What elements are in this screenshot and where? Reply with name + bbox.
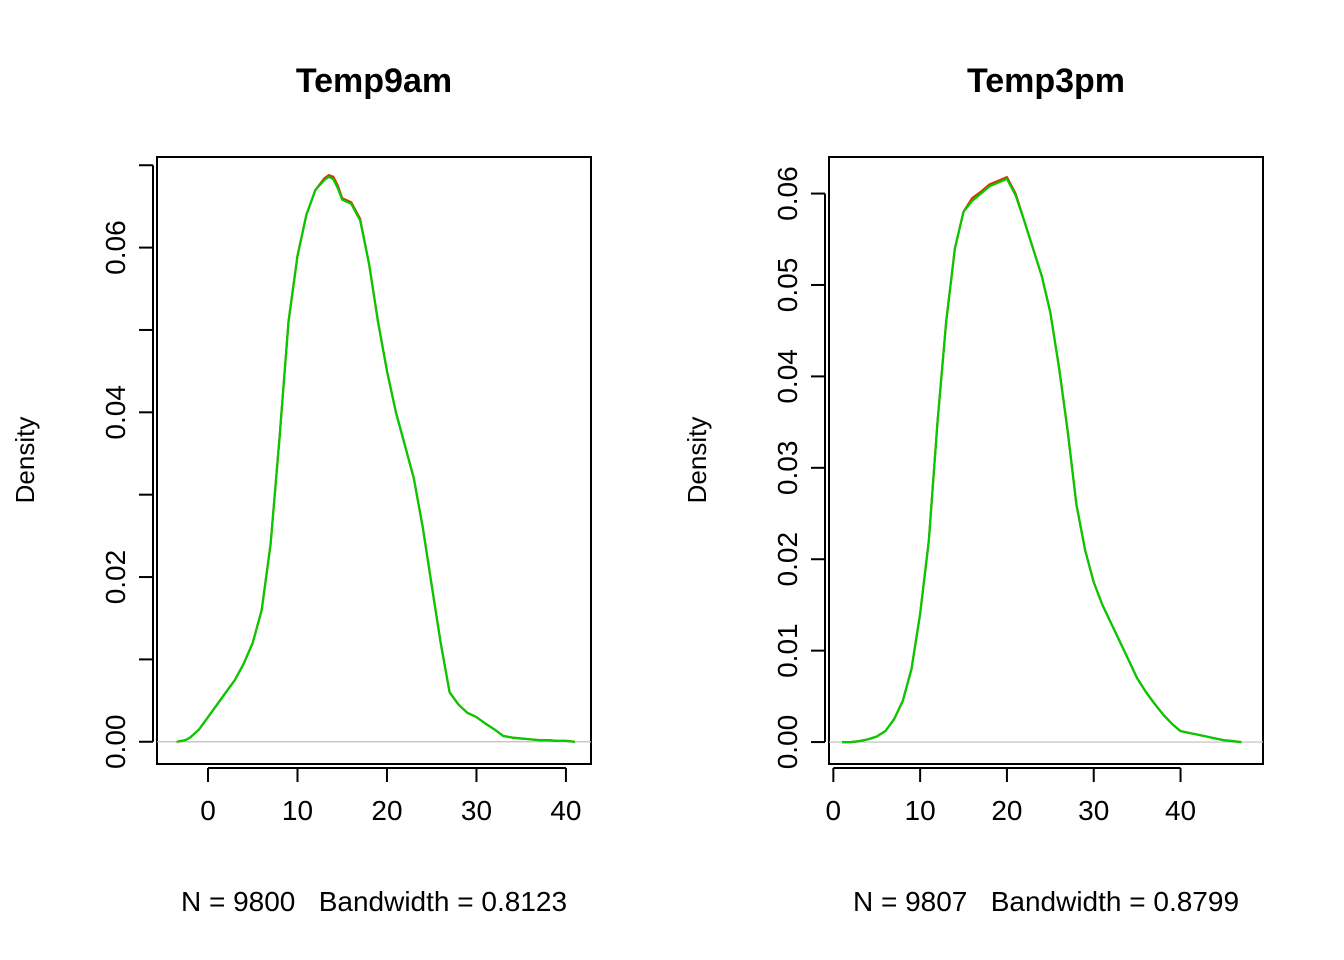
density-curve-green bbox=[842, 177, 1242, 744]
x-tick-label: 0 bbox=[826, 795, 842, 826]
panel-title: Temp3pm bbox=[967, 62, 1125, 100]
x-tick-label: 20 bbox=[371, 795, 402, 826]
plot-frame bbox=[828, 156, 1264, 765]
y-tick-label: 0.06 bbox=[100, 220, 131, 275]
x-tick-label: 40 bbox=[1165, 795, 1196, 826]
x-tick-label: 40 bbox=[550, 795, 581, 826]
panel-temp9am: Temp9am Density N = 9800 Bandwidth = 0.8… bbox=[10, 62, 592, 917]
x-tick-label: 0 bbox=[200, 795, 216, 826]
y-tick-label: 0.02 bbox=[772, 532, 803, 587]
x-tick-label: 30 bbox=[461, 795, 492, 826]
density-curve-red bbox=[176, 174, 576, 743]
x-tick-label: 30 bbox=[1078, 795, 1109, 826]
x-tick-label: 10 bbox=[282, 795, 313, 826]
y-tick-label: 0.02 bbox=[100, 550, 131, 605]
y-tick-label: 0.04 bbox=[100, 385, 131, 440]
y-axis-label: Density bbox=[10, 417, 40, 504]
y-tick-label: 0.03 bbox=[772, 441, 803, 496]
plot-frame bbox=[156, 156, 592, 765]
y-tick-label: 0.05 bbox=[772, 258, 803, 313]
y-tick-label: 0.00 bbox=[772, 715, 803, 770]
y-tick-label: 0.00 bbox=[100, 715, 131, 770]
y-tick-label: 0.04 bbox=[772, 349, 803, 404]
panel-temp3pm: Temp3pm Density N = 9807 Bandwidth = 0.8… bbox=[682, 62, 1264, 917]
y-axis-label: Density bbox=[682, 417, 712, 504]
x-tick-label: 10 bbox=[905, 795, 936, 826]
x-axis-label: N = 9800 Bandwidth = 0.8123 bbox=[181, 886, 567, 917]
x-tick-label: 20 bbox=[991, 795, 1022, 826]
x-axis-label: N = 9807 Bandwidth = 0.8799 bbox=[853, 886, 1239, 917]
density-curve-green bbox=[176, 175, 576, 743]
density-curve-red bbox=[842, 176, 1242, 744]
y-tick-label: 0.06 bbox=[772, 166, 803, 221]
y-tick-label: 0.01 bbox=[772, 623, 803, 678]
panel-title: Temp9am bbox=[296, 62, 452, 100]
